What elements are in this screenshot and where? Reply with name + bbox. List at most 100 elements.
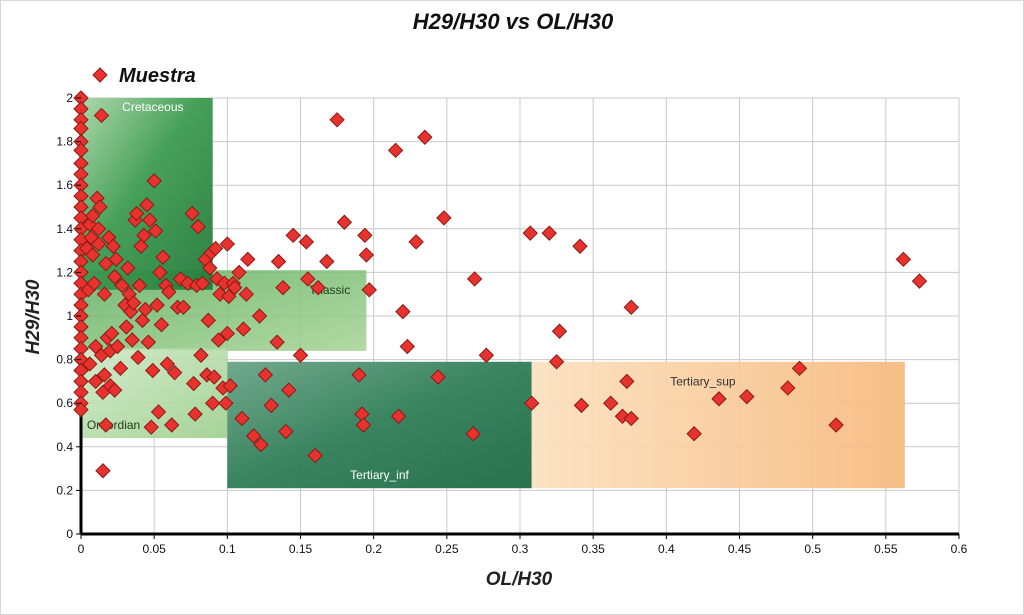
data-point <box>93 107 110 124</box>
data-point <box>269 334 285 350</box>
data-point <box>551 323 568 339</box>
data-point <box>143 419 159 435</box>
data-point <box>358 247 375 263</box>
data-point <box>84 208 101 224</box>
data-point <box>210 332 227 348</box>
data-point <box>86 275 102 292</box>
data-point <box>87 373 104 390</box>
data-point <box>96 286 113 302</box>
data-point <box>623 410 639 427</box>
data-point <box>310 279 326 296</box>
x-tick-label-10: 0.5 <box>804 542 821 556</box>
data-point <box>185 375 202 392</box>
data-point <box>780 380 796 396</box>
data-point <box>131 277 148 294</box>
data-point <box>153 317 170 333</box>
data-point <box>739 388 755 405</box>
y-tick-label-1: 0.2 <box>56 483 73 497</box>
x-tick-label-8: 0.4 <box>658 542 675 556</box>
data-point <box>150 404 167 420</box>
tick-labels: 0 0.05 0.1 0.15 0.2 0.25 0.3 0.35 0.4 0.45 0.5 0.55… <box>56 91 967 556</box>
y-tick-label-3: 0.6 <box>56 396 73 410</box>
data-point <box>430 369 446 385</box>
data-point <box>357 227 373 244</box>
data-point <box>263 397 279 414</box>
y-tick-label-5: 1 <box>66 309 73 323</box>
data-point <box>149 297 165 313</box>
data-point <box>106 269 123 285</box>
data-point <box>240 251 256 268</box>
x-tick-label-4: 0.2 <box>365 542 382 556</box>
y-tick-label-4: 0.8 <box>56 353 73 367</box>
data-point <box>523 395 540 411</box>
data-point <box>190 218 206 235</box>
x-tick-label-11: 0.55 <box>874 542 898 556</box>
y-tick-label-2: 0.4 <box>56 440 73 454</box>
data-point <box>603 395 619 411</box>
data-point <box>159 356 176 372</box>
data-point <box>351 367 367 383</box>
data-point <box>572 238 588 254</box>
data-point <box>142 212 158 228</box>
x-axis-label: OL/H30 <box>486 569 553 590</box>
data-point <box>226 279 243 296</box>
data-point <box>911 273 928 289</box>
data-point <box>436 210 452 226</box>
data-point <box>175 299 192 315</box>
data-point <box>238 286 255 302</box>
data-point <box>166 364 183 381</box>
data-point <box>828 417 844 433</box>
data-point <box>355 417 372 433</box>
data-point <box>105 238 121 254</box>
data-point <box>144 362 161 379</box>
data-point <box>146 173 162 189</box>
legend-entry-muestra: Muestra <box>119 65 196 87</box>
data-point <box>387 142 404 159</box>
data-point <box>200 312 217 329</box>
data-point <box>619 373 635 390</box>
data-point <box>319 253 335 270</box>
data-point <box>155 249 171 265</box>
data-point <box>172 271 189 287</box>
data-point <box>541 225 557 241</box>
data-point <box>84 247 101 263</box>
data-point <box>253 436 269 453</box>
data-point <box>623 299 639 315</box>
legend-marker-muestra <box>92 67 108 83</box>
data-point <box>187 406 203 422</box>
data-point <box>234 410 250 427</box>
data-point <box>207 240 224 257</box>
region-label-tertiary-sup: Tertiary_sup <box>670 374 736 388</box>
data-point <box>130 349 146 366</box>
regions: TriassicOrdordianCretaceousTertiary_infT… <box>81 98 905 489</box>
data-point <box>281 382 297 398</box>
data-point <box>395 303 411 320</box>
data-point <box>278 423 294 440</box>
data-point <box>251 308 268 324</box>
data-point <box>390 408 407 424</box>
x-tick-label-6: 0.3 <box>512 542 529 556</box>
data-point <box>202 260 218 276</box>
region-tertiary-inf <box>227 361 532 489</box>
data-point <box>140 334 157 350</box>
data-point <box>128 205 145 222</box>
data-point <box>257 367 274 383</box>
data-point <box>137 301 154 318</box>
data-point <box>292 347 309 363</box>
data-point <box>152 264 168 281</box>
data-point <box>206 369 222 385</box>
data-point <box>235 321 252 337</box>
y-tick-label-7: 1.4 <box>56 222 73 236</box>
data-point <box>361 282 377 298</box>
y-tick-label-10: 2 <box>66 91 73 105</box>
data-point <box>300 271 316 287</box>
data-point <box>522 225 538 241</box>
data-point <box>711 391 727 407</box>
data-point <box>139 197 155 213</box>
data-point <box>245 428 262 444</box>
x-tick-label-12: 0.6 <box>951 542 968 556</box>
region-cretaceous <box>81 98 213 290</box>
data-point <box>336 214 353 230</box>
data-point <box>125 295 142 311</box>
